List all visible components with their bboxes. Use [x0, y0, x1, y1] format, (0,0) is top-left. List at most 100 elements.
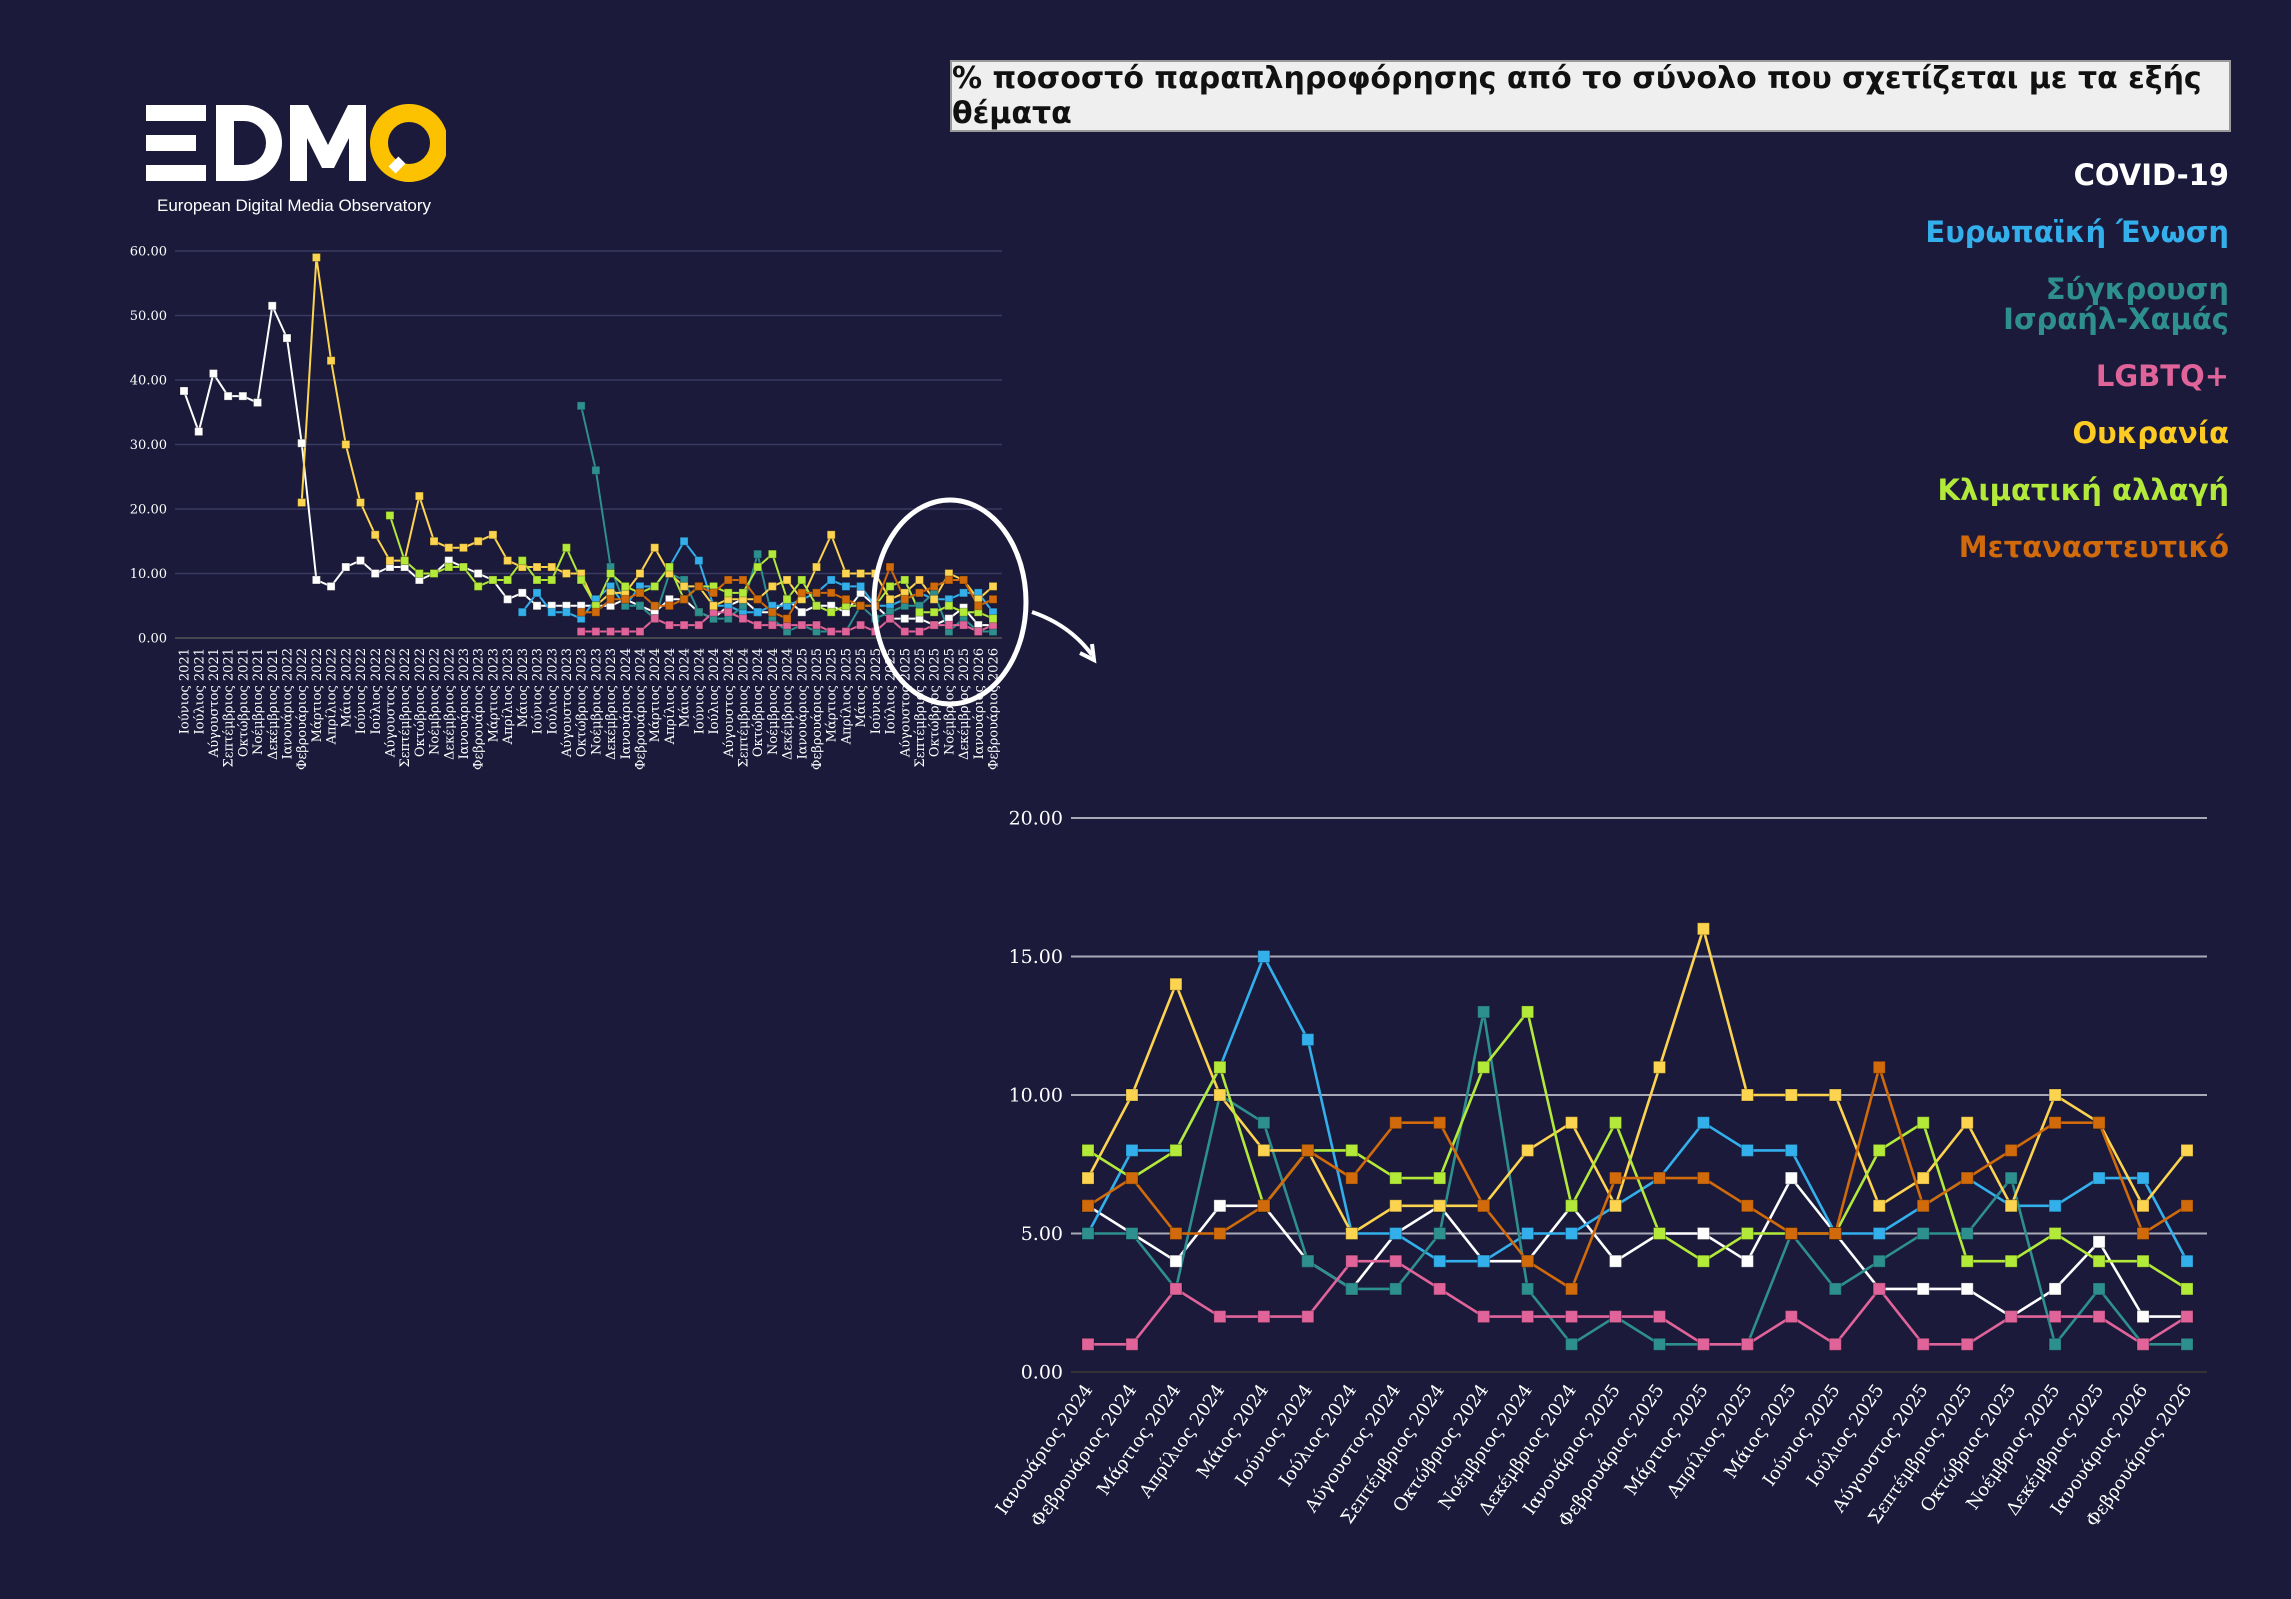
- data-point: [1740, 1199, 1754, 1213]
- data-point: [1784, 1171, 1798, 1185]
- data-point: [797, 607, 807, 617]
- x-tick-label: Αύγουστος 2025: [898, 648, 913, 758]
- data-point: [826, 607, 836, 617]
- data-point: [2048, 1227, 2062, 1240]
- data-point: [753, 562, 763, 572]
- data-point: [1125, 1088, 1139, 1102]
- data-point: [1433, 1116, 1447, 1130]
- data-point: [547, 562, 557, 572]
- x-tick-label: Ιούνιος 2025: [869, 648, 884, 734]
- data-point: [694, 556, 704, 566]
- legend-item-migration: Μεταναστευτικό: [1958, 530, 2229, 564]
- series-line: [1088, 1259, 2188, 1347]
- x-tick-label: Μάρτιος 2022: [310, 648, 325, 742]
- x-tick-label: Δεκέμβριος 2022: [442, 648, 457, 760]
- data-point: [194, 427, 204, 437]
- data-point: [929, 581, 939, 591]
- data-point: [356, 556, 366, 566]
- data-point: [444, 562, 454, 572]
- data-point: [473, 536, 483, 546]
- data-point: [1521, 1143, 1535, 1157]
- data-point: [1784, 1088, 1798, 1102]
- data-point: [2180, 1254, 2194, 1268]
- x-tick-label: Ιανουάριος 2024: [619, 648, 634, 759]
- data-point: [635, 588, 645, 598]
- data-point: [385, 556, 395, 566]
- data-point: [826, 530, 836, 540]
- data-point: [503, 575, 513, 585]
- data-point: [1565, 1310, 1579, 1324]
- data-point: [635, 627, 645, 637]
- data-point: [1433, 1199, 1447, 1213]
- data-point: [944, 620, 954, 630]
- data-point: [782, 594, 792, 604]
- data-point: [2092, 1171, 2106, 1185]
- data-point: [1740, 1227, 1754, 1240]
- data-point: [694, 620, 704, 630]
- data-point: [973, 601, 983, 611]
- data-point: [1081, 1143, 1095, 1157]
- data-point: [561, 543, 571, 553]
- data-point: [532, 588, 542, 598]
- x-tick-label: Απρίλιος 2022: [325, 648, 340, 745]
- data-point: [1169, 1282, 1183, 1296]
- data-point: [620, 581, 630, 591]
- data-point: [606, 594, 616, 604]
- data-point: [1872, 1199, 1886, 1213]
- data-point: [2092, 1235, 2106, 1249]
- data-point: [326, 581, 336, 591]
- data-point: [914, 575, 924, 585]
- data-point: [473, 581, 483, 591]
- data-point: [1389, 1282, 1403, 1296]
- data-point: [1477, 1254, 1491, 1268]
- data-point: [1828, 1282, 1842, 1296]
- data-point: [885, 594, 895, 604]
- data-point: [1960, 1171, 1974, 1185]
- data-point: [1609, 1254, 1623, 1268]
- data-point: [1081, 1337, 1095, 1351]
- data-point: [811, 601, 821, 611]
- data-point: [1345, 1143, 1359, 1157]
- data-point: [1872, 1227, 1886, 1240]
- data-point: [1433, 1171, 1447, 1185]
- data-point: [929, 620, 939, 630]
- x-tick-label: Μάρτιος 2023: [486, 648, 501, 742]
- x-tick-label: Οκτώβριος 2022: [413, 648, 428, 757]
- x-tick-label: Φεβρουάριος 2024: [634, 648, 649, 770]
- data-point: [2180, 1199, 2194, 1213]
- data-point: [914, 588, 924, 598]
- data-point: [811, 588, 821, 598]
- data-point: [900, 627, 910, 637]
- x-tick-label: Φεβρουάριος 2026: [987, 648, 1002, 770]
- data-point: [944, 575, 954, 585]
- data-point: [811, 562, 821, 572]
- data-point: [1257, 950, 1271, 963]
- data-point: [679, 620, 689, 630]
- x-tick-label: Φεβρουάριος 2023: [472, 648, 487, 770]
- data-point: [856, 569, 866, 578]
- data-point: [1389, 1254, 1403, 1268]
- data-point: [1828, 1337, 1842, 1351]
- x-tick-label: Απρίλιος 2024: [663, 648, 678, 745]
- legend-item-eu: Ευρωπαϊκή Ένωση: [1925, 215, 2229, 249]
- data-point: [1213, 1199, 1227, 1213]
- data-point: [1784, 1143, 1798, 1157]
- series-line: [1086, 924, 2189, 1236]
- x-tick-label: Ιούνιος 2023: [531, 648, 546, 734]
- data-point: [458, 543, 468, 553]
- data-point: [782, 575, 792, 585]
- data-point: [561, 607, 571, 617]
- data-point: [400, 556, 410, 566]
- highlight-circle: [871, 497, 1029, 707]
- x-tick-label: Ιούλιος 2022: [369, 648, 384, 735]
- data-point: [1828, 1227, 1842, 1240]
- data-point: [1521, 1005, 1535, 1019]
- data-point: [591, 465, 601, 475]
- y-tick-label: 10.00: [1009, 1085, 1063, 1107]
- data-point: [650, 543, 660, 553]
- chart-title-box: % ποσοστό παραπληροφόρησης από το σύνολο…: [950, 60, 2231, 132]
- data-point: [959, 588, 969, 598]
- data-point: [414, 569, 424, 578]
- data-point: [517, 556, 527, 566]
